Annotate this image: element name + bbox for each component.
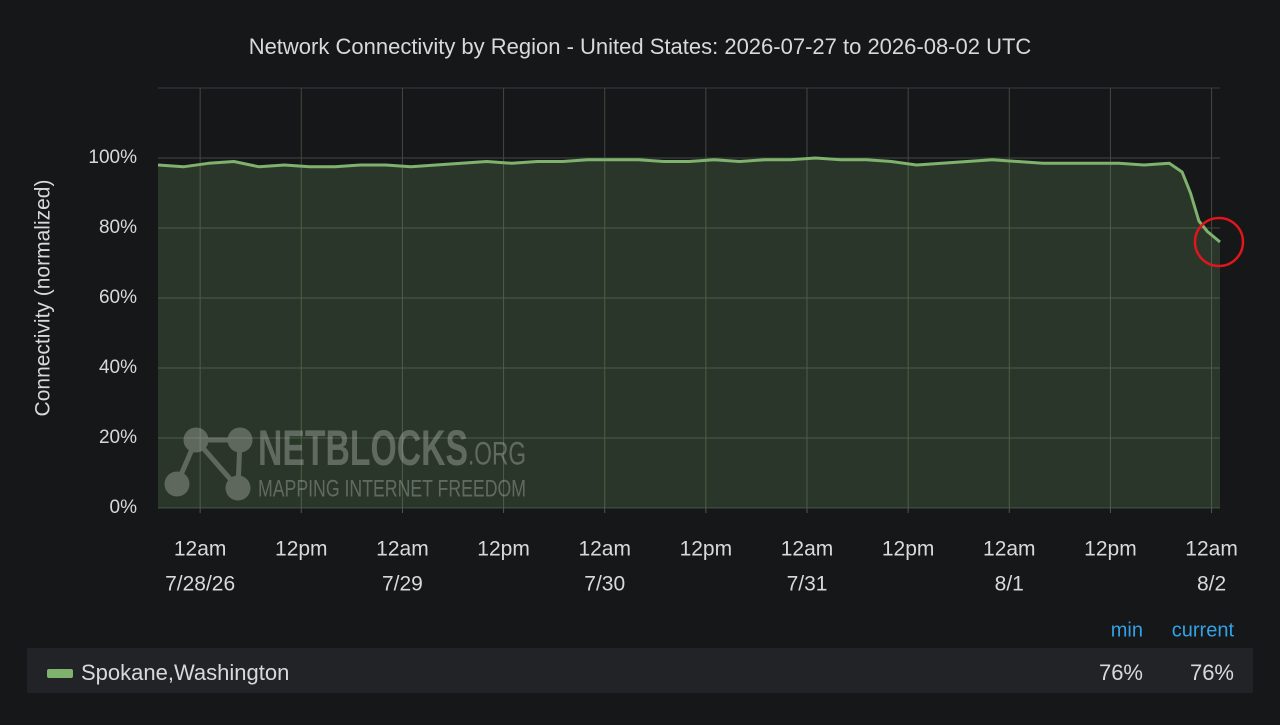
watermark-tagline: MAPPING INTERNET FREEDOM bbox=[258, 475, 526, 502]
x-tick-label: 8/1 bbox=[995, 573, 1024, 596]
y-tick-label: 100% bbox=[88, 147, 137, 168]
watermark-domain: .ORG bbox=[468, 435, 526, 471]
y-tick-label: 80% bbox=[99, 217, 137, 238]
x-tick-label: 12pm bbox=[882, 538, 935, 561]
chart-title: Network Connectivity by Region - United … bbox=[249, 34, 1032, 59]
x-tick-label: 8/2 bbox=[1197, 573, 1226, 596]
y-axis-label: Connectivity (normalized) bbox=[32, 180, 55, 417]
area-fill bbox=[158, 158, 1220, 508]
x-tick-label: 12am bbox=[983, 538, 1036, 561]
watermark: NETBLOCKS .ORG MAPPING INTERNET FREEDOM bbox=[164, 420, 526, 502]
x-tick-label: 7/29 bbox=[382, 573, 423, 596]
y-tick-label: 60% bbox=[99, 287, 137, 308]
x-tick-label: 12am bbox=[578, 538, 631, 561]
legend-name: Spokane,Washington bbox=[81, 660, 289, 685]
series-line bbox=[157, 156, 1221, 244]
x-tick-label: 12am bbox=[1185, 538, 1238, 561]
legend-column-header: current bbox=[1172, 619, 1235, 641]
legend-column-header: min bbox=[1111, 619, 1143, 641]
x-tick-label: 12pm bbox=[477, 538, 530, 561]
x-tick-label: 12am bbox=[376, 538, 429, 561]
x-tick-label: 12am bbox=[174, 538, 227, 561]
watermark-brand: NETBLOCKS bbox=[258, 420, 468, 476]
x-tick-label: 12am bbox=[781, 538, 834, 561]
x-tick-label: 7/28/26 bbox=[165, 573, 235, 596]
highlight-circle bbox=[1193, 216, 1245, 268]
legend-value: 76% bbox=[1099, 660, 1143, 685]
legend-panel bbox=[27, 648, 1253, 693]
x-tick-label: 7/31 bbox=[787, 573, 828, 596]
x-tick-label: 7/30 bbox=[584, 573, 625, 596]
legend-swatch bbox=[47, 669, 73, 678]
x-tick-label: 12pm bbox=[680, 538, 733, 561]
y-tick-label: 20% bbox=[99, 427, 137, 448]
x-tick-label: 12pm bbox=[1084, 538, 1137, 561]
x-tick-label: 12pm bbox=[275, 538, 328, 561]
legend-value: 76% bbox=[1190, 660, 1234, 685]
y-tick-label: 40% bbox=[99, 357, 137, 378]
y-tick-label: 0% bbox=[110, 497, 138, 518]
